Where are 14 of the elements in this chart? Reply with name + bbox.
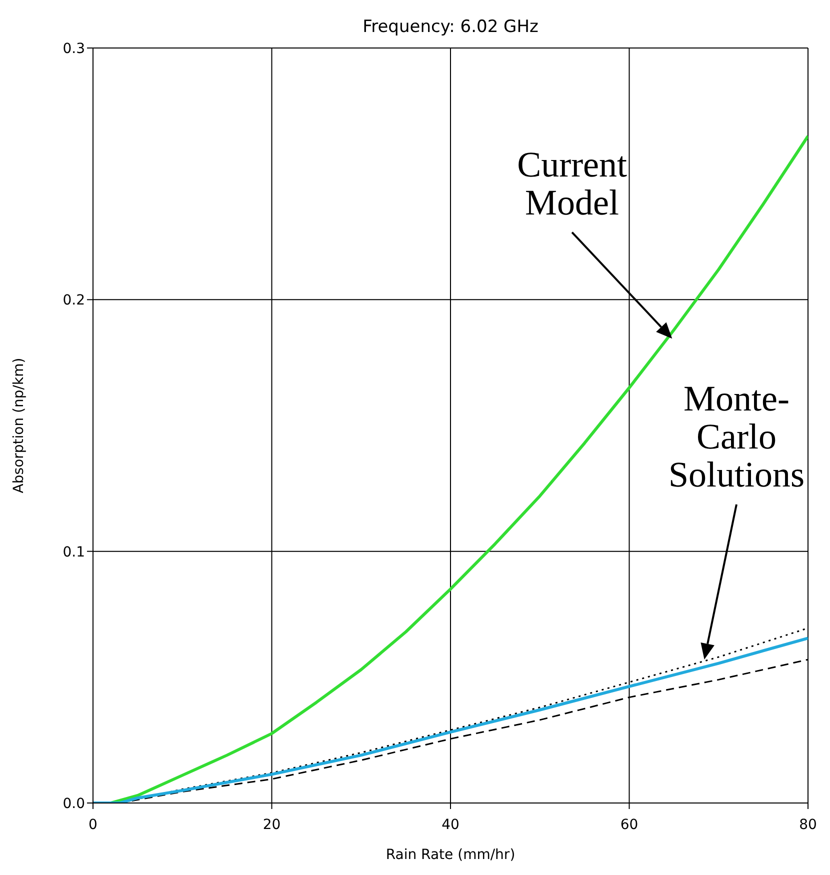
x-tick-label: 80 (799, 816, 817, 833)
chart-title: Frequency: 6.02 GHz (362, 17, 538, 37)
y-axis-title: Absorption (np/km) (10, 358, 27, 494)
y-tick-label: 0.2 (62, 292, 85, 309)
annotation: Monte-Carlo Solutions (668, 378, 805, 494)
x-axis-title: Rain Rate (mm/hr) (386, 847, 516, 863)
x-tick-label: 40 (442, 816, 460, 833)
x-tick-label: 60 (620, 816, 638, 833)
x-tick-label: 0 (88, 816, 98, 833)
annotation: Current Model (517, 144, 628, 222)
y-tick-label: 0.0 (62, 796, 85, 812)
x-tick-label: 20 (262, 816, 281, 833)
y-tick-label: 0.3 (62, 40, 85, 57)
y-tick-label: 0.1 (62, 544, 85, 560)
